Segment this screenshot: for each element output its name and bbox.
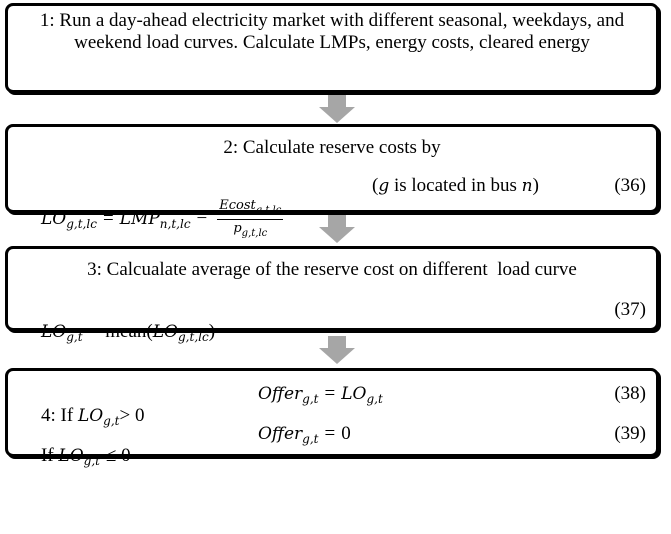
text: If [41, 445, 59, 466]
text: LO [41, 322, 67, 342]
fraction: Ecostg,t,lc pg,t,lc [217, 197, 284, 242]
text: p [233, 221, 242, 236]
equation: Offerg,t = LOg,t [258, 383, 383, 406]
text: ) [208, 321, 216, 342]
text: g,t,lc [178, 330, 209, 344]
equation-number: (39) [614, 423, 646, 444]
condition: 4: If LOg,t> 0 [41, 405, 145, 428]
text: g,t [302, 432, 319, 446]
text: 4: If [41, 405, 78, 426]
text: = [324, 423, 336, 444]
flowchart: 1: Run a day-ahead electricity market wi… [5, 3, 659, 468]
text: ) [532, 175, 539, 196]
step-box: 4: If LOg,t> 0 Offerg,t = LOg,t (38) If LO… [5, 368, 659, 468]
text: g,t [302, 392, 319, 406]
text: g [378, 176, 390, 196]
text: g,t,lc [66, 216, 97, 231]
text: ( [372, 175, 379, 196]
condition: If LOg,t ≤ 0 [41, 445, 137, 468]
step-title: 2: Calculate reserve costs by [223, 137, 441, 158]
equation-number: (37) [614, 299, 646, 320]
text: Ecost [219, 198, 256, 213]
step-box: 3: Calcualate average of the reserve cos… [5, 246, 659, 344]
text: g,t [366, 392, 383, 406]
text: ≤ 0 [105, 445, 131, 466]
step-box: 2: Calculate reserve costs by LOg,t,lc = L… [5, 124, 659, 239]
text: g,t,lc [241, 228, 268, 239]
text: LO [77, 406, 104, 426]
rule-row: 4: If LOg,t> 0 Offerg,t = LOg,t (38) [22, 383, 646, 428]
text: is located in bus [389, 175, 522, 196]
text: g,t [66, 330, 83, 344]
text: Offer [258, 424, 303, 444]
equation-number: (36) [614, 175, 646, 196]
equation-number: (38) [614, 383, 646, 404]
text: LMP [119, 208, 160, 229]
text: LO [41, 208, 67, 229]
text: n [521, 176, 533, 196]
text: = [324, 383, 336, 404]
text: LO [152, 322, 178, 342]
equation-note: (g is located in bus n) [372, 175, 539, 197]
text: LO [58, 446, 84, 466]
equation: LOg,t,lc = LMPn,t,lc − Ecostg,t,lc pg,t,lc (g… [22, 175, 646, 239]
arrow [319, 95, 355, 123]
text: 0 [341, 423, 351, 444]
arrow [319, 215, 355, 243]
equation-body: LOg,t = mean(LOg,t,lc) [41, 321, 216, 344]
text: g,t [83, 454, 100, 468]
equation-lhs: LOg,t,lc = LMPn,t,lc − Ecostg,t,lc pg,t,lc [41, 198, 287, 239]
text: n,t,lc [159, 216, 191, 231]
text: > 0 [119, 405, 145, 426]
text: LO [341, 384, 367, 404]
rule-row: If LOg,t ≤ 0 Offerg,t = 0 (39) [22, 423, 646, 468]
step-box: 1: Run a day-ahead electricity market wi… [5, 3, 659, 93]
equation: LOg,t = mean(LOg,t,lc) (37) [22, 299, 646, 344]
text: mean( [105, 321, 153, 342]
text: − [196, 207, 208, 229]
text: Offer [258, 384, 303, 404]
text: = [88, 321, 100, 342]
text: g,t,lc [255, 205, 282, 216]
step-text: 1: Run a day-ahead electricity market wi… [39, 10, 625, 53]
text: g,t [103, 414, 120, 428]
equation: Offerg,t = 0 [258, 423, 351, 446]
text: = [102, 207, 114, 229]
arrow [319, 336, 355, 364]
step-title: 3: Calcualate average of the reserve cos… [87, 259, 577, 280]
